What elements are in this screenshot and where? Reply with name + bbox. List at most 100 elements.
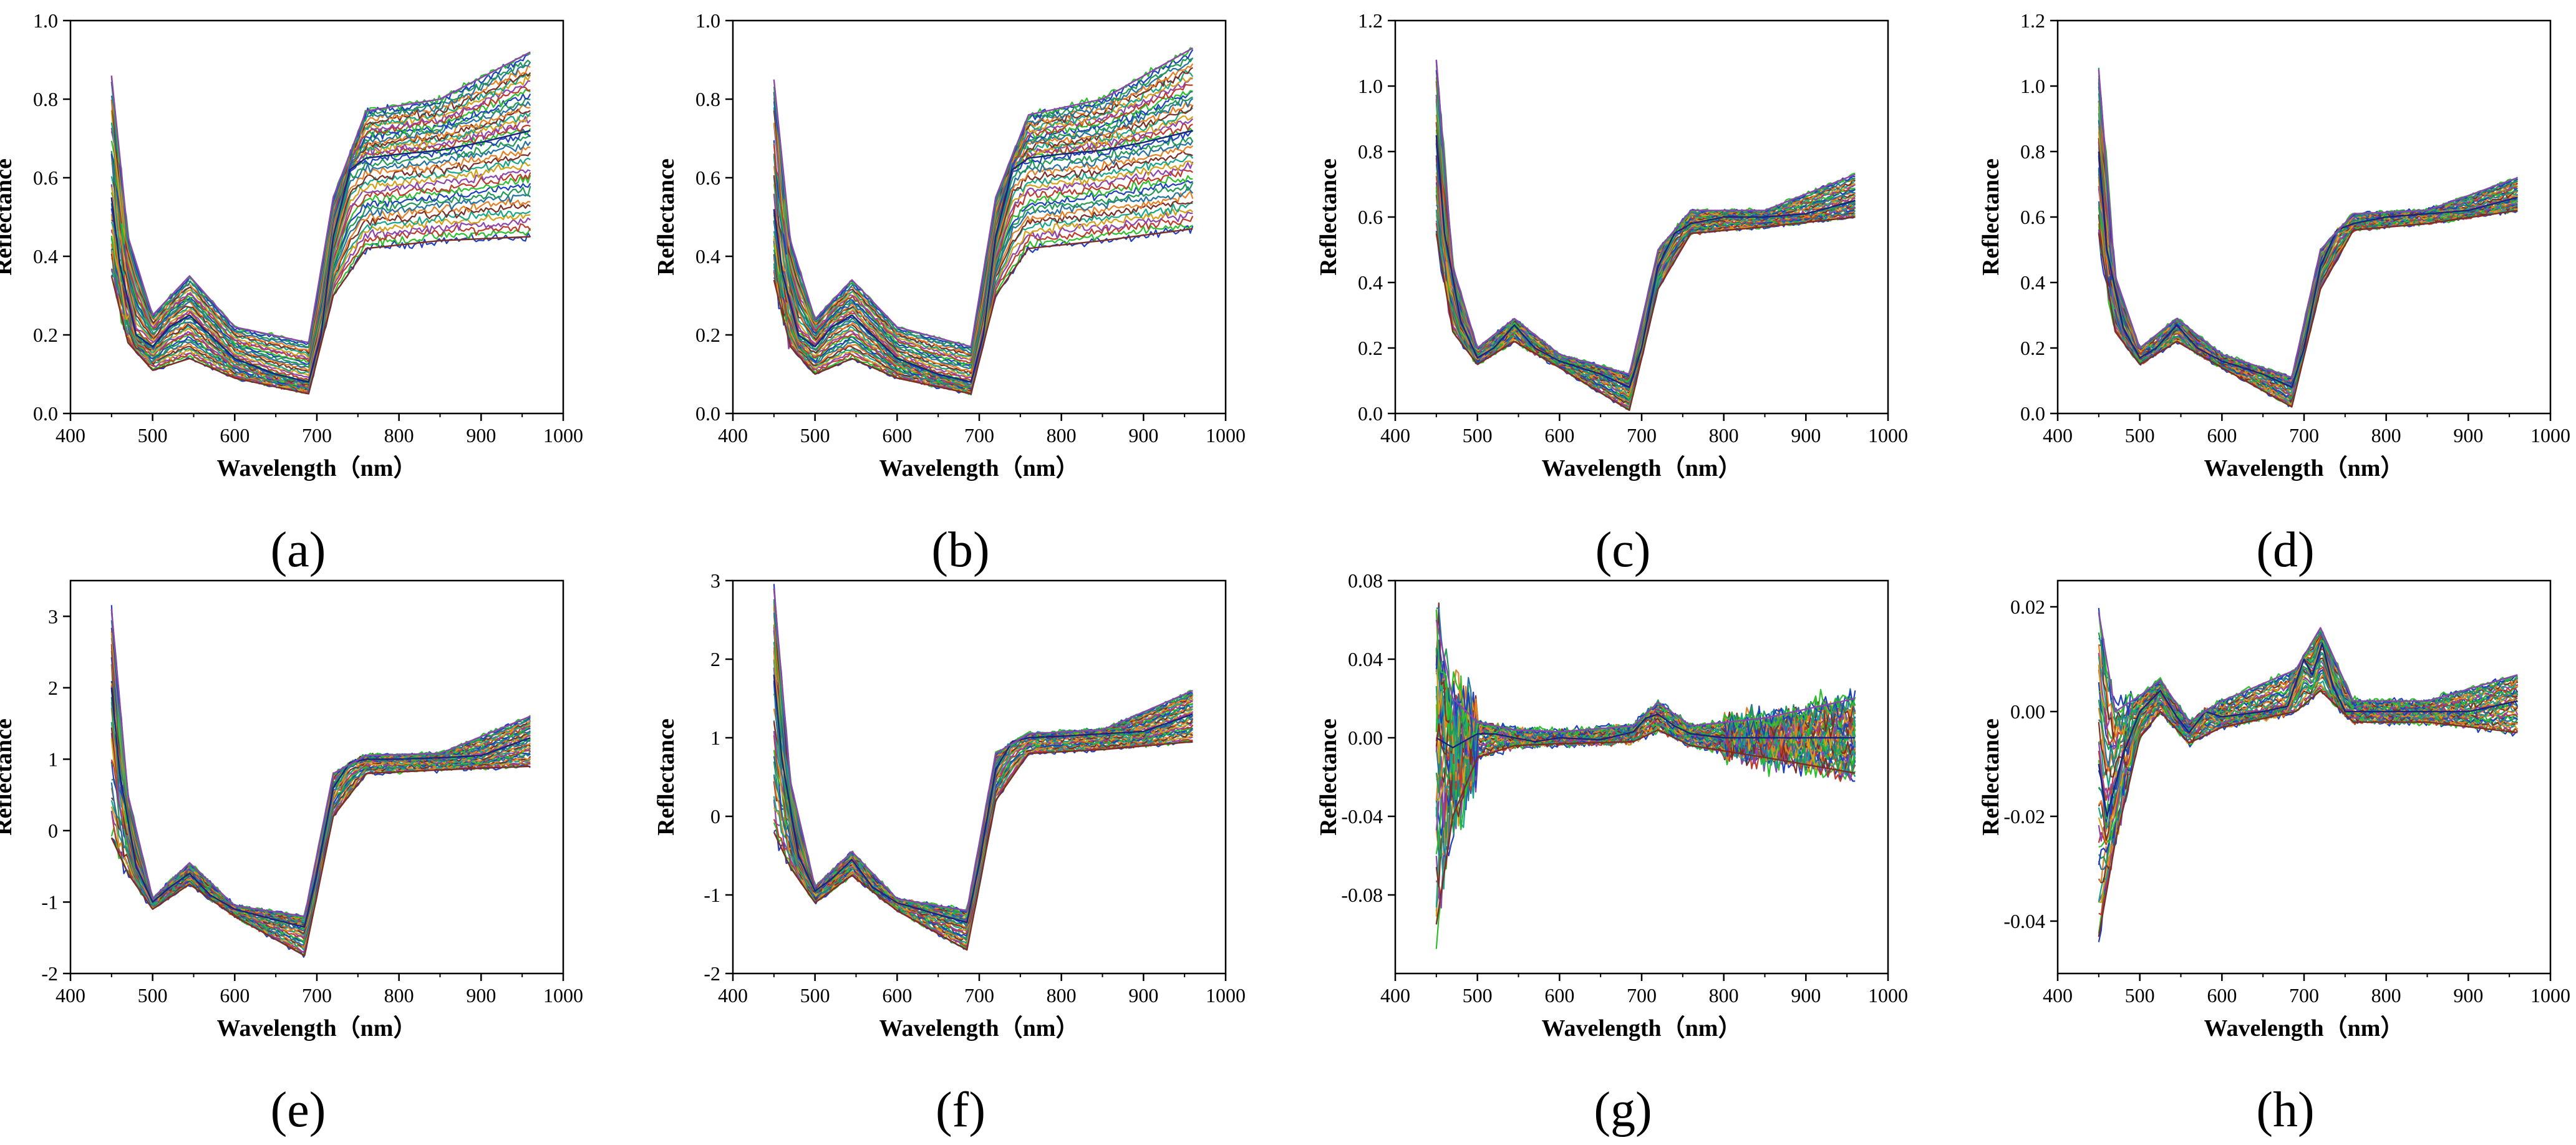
panel-caption: (c) xyxy=(1595,523,1651,577)
y-axis-title: Reflectance xyxy=(653,718,679,836)
x-tick-label: 500 xyxy=(1463,424,1493,447)
y-tick-label: -0.04 xyxy=(2003,910,2045,932)
plot-area xyxy=(1435,59,1856,411)
x-tick-label: 1000 xyxy=(543,984,583,1007)
spectrum-h-6 xyxy=(2098,680,2518,902)
series-typical-spectrum-d xyxy=(2098,151,2518,389)
series-upper-envelope-e xyxy=(110,609,531,917)
plot-area xyxy=(2098,607,2519,942)
x-tick-label: 900 xyxy=(2453,984,2483,1007)
y-tick-label: 0.4 xyxy=(2020,271,2045,294)
spectrum-c-19 xyxy=(1435,143,1856,392)
x-tick-label: 800 xyxy=(1709,984,1739,1007)
y-tick-label: 2 xyxy=(48,677,58,699)
spectrum-e-19 xyxy=(110,702,531,932)
y-tick-label: 0.8 xyxy=(1358,140,1383,163)
y-tick-label: 0.4 xyxy=(1358,271,1383,294)
series-lower-envelope-c xyxy=(1435,216,1856,411)
panel-caption: (f) xyxy=(936,1083,985,1138)
x-tick-label: 900 xyxy=(466,984,496,1007)
spectrum-h-14 xyxy=(2098,660,2519,842)
x-axis-title: Wavelength（nm） xyxy=(217,1015,417,1041)
x-tick-label: 400 xyxy=(56,984,85,1007)
y-tick-label: 2 xyxy=(710,648,720,670)
x-tick-label: 400 xyxy=(1380,424,1410,447)
x-tick-label: 1000 xyxy=(1868,424,1908,447)
y-tick-label: 0.02 xyxy=(2010,596,2045,618)
x-tick-label: 800 xyxy=(2371,424,2401,447)
y-tick-label: 0.8 xyxy=(33,88,58,110)
y-tick-label: 0.0 xyxy=(2020,402,2045,425)
x-tick-label: 500 xyxy=(138,424,168,447)
x-tick-label: 700 xyxy=(302,424,332,447)
y-tick-label: 0.08 xyxy=(1348,569,1383,592)
y-tick-label: 0.6 xyxy=(2020,206,2045,228)
x-tick-label: 900 xyxy=(466,424,496,447)
plot-area xyxy=(773,47,1194,395)
x-tick-label: 1000 xyxy=(1868,984,1908,1007)
panel-caption: (a) xyxy=(271,523,326,577)
y-tick-label: 1 xyxy=(48,748,58,770)
spectrum-a-26 xyxy=(110,112,531,374)
x-tick-label: 500 xyxy=(800,424,830,447)
y-tick-label: -0.02 xyxy=(2003,805,2045,828)
y-axis-title: Reflectance xyxy=(1978,718,2004,836)
x-tick-label: 700 xyxy=(964,984,994,1007)
y-tick-label: 0 xyxy=(710,805,720,828)
spectrum-a-34 xyxy=(110,80,531,360)
x-tick-label: 900 xyxy=(1791,424,1821,447)
x-tick-label: 500 xyxy=(1463,984,1493,1007)
spectrum-h-40 xyxy=(2098,630,2519,727)
axes-frame xyxy=(732,579,1227,975)
x-tick-label: 900 xyxy=(1128,984,1158,1007)
x-tick-label: 800 xyxy=(1047,984,1077,1007)
y-tick-label: -1 xyxy=(704,884,720,906)
chart-panel-a: 400 500 600 700 800 900 1000 0.0 0.2 0.4 0.6 0.8 1.0… xyxy=(0,9,583,577)
x-tick-label: 400 xyxy=(718,984,748,1007)
x-tick-label: 900 xyxy=(1128,424,1158,447)
series-lower-envelope-a xyxy=(110,236,531,395)
y-tick-label: 1.0 xyxy=(1358,75,1383,97)
x-tick-label: 700 xyxy=(1627,424,1657,447)
x-tick-label: 500 xyxy=(2125,984,2155,1007)
spectrum-d-20 xyxy=(2098,155,2518,389)
y-tick-label: 0.2 xyxy=(33,324,58,346)
spectrum-b-33 xyxy=(773,84,1193,364)
y-tick-label: -0.04 xyxy=(1341,805,1383,828)
y-tick-label: 0.0 xyxy=(695,402,720,425)
spectrum-c-14 xyxy=(1435,158,1856,396)
y-tick-label: -2 xyxy=(704,962,720,985)
spectrum-g-1 xyxy=(1435,728,1856,912)
x-axis-title: Wavelength（nm） xyxy=(217,455,417,481)
x-axis-title: Wavelength（nm） xyxy=(2204,1015,2404,1041)
series-lower-envelope-b xyxy=(773,228,1193,395)
y-tick-label: 0 xyxy=(48,819,58,842)
y-tick-label: 1.0 xyxy=(2020,75,2045,97)
panel-caption: (h) xyxy=(2256,1083,2314,1138)
y-tick-label: 1.0 xyxy=(695,9,720,32)
x-tick-label: 1000 xyxy=(2530,984,2570,1007)
x-tick-label: 700 xyxy=(964,424,994,447)
y-tick-label: 0.6 xyxy=(1358,206,1383,228)
y-tick-label: -1 xyxy=(41,891,58,913)
series-typical-spectrum-h xyxy=(2098,642,2518,818)
y-axis-title: Reflectance xyxy=(1978,158,2004,276)
x-tick-label: 400 xyxy=(2043,984,2073,1007)
chart-panel-h: 400 500 600 700 800 900 1000 -0.04 -0.02 0.00 0.02… xyxy=(1978,579,2570,1138)
series-upper-envelope-c xyxy=(1435,59,1856,375)
spectrum-a-31 xyxy=(110,93,531,365)
x-axis-title: Wavelength（nm） xyxy=(1542,455,1742,481)
x-axis-title: Wavelength（nm） xyxy=(2204,455,2404,481)
x-tick-label: 500 xyxy=(2125,424,2155,447)
series-upper-envelope-d xyxy=(2098,69,2518,379)
x-tick-label: 700 xyxy=(2289,984,2319,1007)
x-tick-label: 1000 xyxy=(2530,424,2570,447)
spectrum-h-1 xyxy=(2098,689,2519,942)
y-tick-label: 1 xyxy=(710,727,720,749)
plot-area xyxy=(110,605,531,958)
panel-caption: (g) xyxy=(1594,1083,1652,1138)
panel-caption: (e) xyxy=(271,1083,326,1138)
y-tick-label: 0.4 xyxy=(33,245,58,268)
x-tick-label: 700 xyxy=(2289,424,2319,447)
x-tick-label: 600 xyxy=(1544,984,1574,1007)
